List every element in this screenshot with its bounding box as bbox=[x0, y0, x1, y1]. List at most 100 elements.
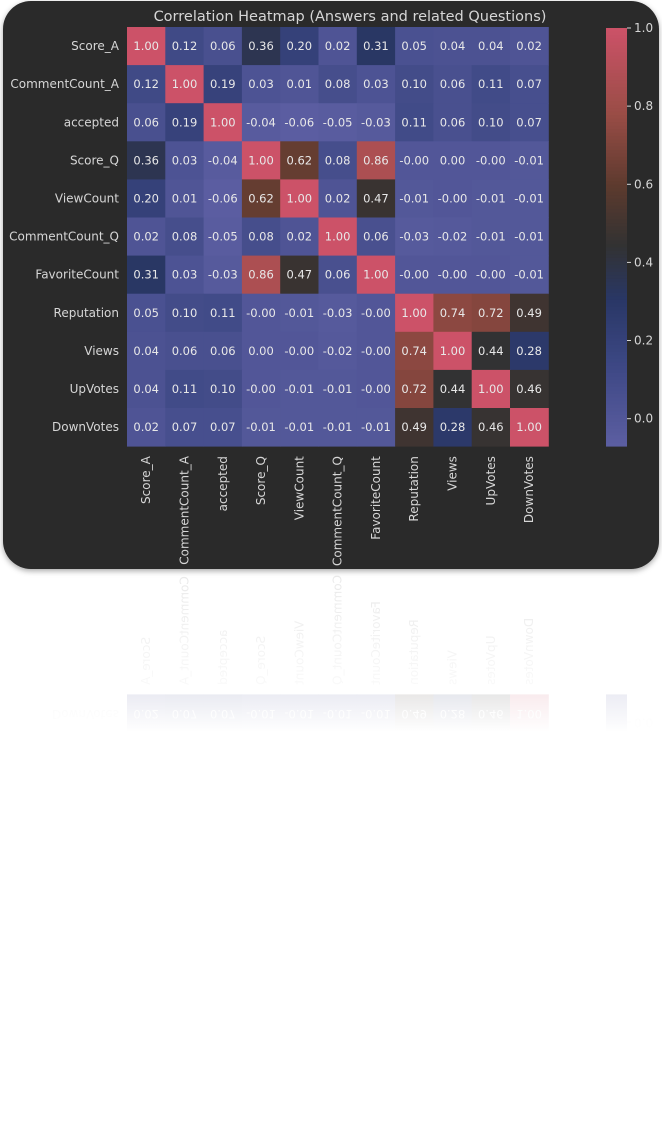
heatmap-cell bbox=[127, 331, 166, 371]
x-tick-label: UpVotes bbox=[484, 456, 498, 505]
heatmap-cell-label: -0.01 bbox=[514, 230, 544, 244]
heatmap-cell-label: 1.00 bbox=[172, 77, 198, 91]
heatmap-cell-label: -0.03 bbox=[323, 306, 353, 320]
colorbar-tick-label: 0.2 bbox=[634, 334, 653, 348]
heatmap-cell bbox=[165, 408, 205, 447]
heatmap-cell bbox=[127, 408, 166, 447]
colorbar-segment bbox=[606, 414, 627, 419]
heatmap-cell-label: 0.06 bbox=[172, 344, 198, 358]
heatmap-cell-label: 0.04 bbox=[133, 344, 159, 358]
correlation-heatmap-chart: Correlation Heatmap (Answers and related… bbox=[9, 9, 653, 566]
heatmap-cell bbox=[471, 65, 511, 104]
colorbar-segment bbox=[606, 341, 627, 346]
colorbar-segment bbox=[606, 376, 627, 381]
heatmap-cell bbox=[510, 255, 549, 295]
heatmap-cell bbox=[241, 331, 281, 371]
colorbar-segment bbox=[606, 310, 627, 315]
colorbar-segment bbox=[606, 48, 627, 53]
colorbar-segment bbox=[606, 87, 627, 92]
heatmap-cell bbox=[395, 65, 434, 104]
heatmap-cell-label: -0.01 bbox=[476, 192, 506, 206]
colorbar-segment bbox=[606, 219, 627, 224]
x-tick-label: Reputation bbox=[407, 456, 421, 521]
colorbar-segment bbox=[606, 59, 627, 64]
x-tick-label: ViewCount bbox=[292, 456, 306, 520]
colorbar-segment bbox=[606, 358, 627, 363]
heatmap-cell-label: 0.11 bbox=[401, 115, 427, 129]
heatmap-cell-label: -0.01 bbox=[514, 192, 544, 206]
heatmap-cell bbox=[280, 217, 319, 257]
heatmap-cell-label: 0.07 bbox=[516, 77, 542, 91]
x-tick-label: Score_Q bbox=[254, 456, 268, 505]
heatmap-cell-label: -0.06 bbox=[284, 115, 314, 129]
heatmap-cell-label: 0.03 bbox=[172, 268, 198, 282]
heatmap-cell-label: 0.20 bbox=[286, 39, 312, 53]
colorbar-segment bbox=[606, 205, 627, 210]
heatmap-cell-label: 0.28 bbox=[516, 344, 542, 358]
heatmap-cell-label: -0.01 bbox=[514, 153, 544, 167]
colorbar-segment bbox=[606, 243, 627, 249]
colorbar-segment bbox=[606, 115, 627, 120]
heatmap-cell bbox=[471, 27, 511, 66]
colorbar-segment bbox=[606, 226, 627, 231]
heatmap-cell-label: 0.46 bbox=[516, 382, 542, 396]
heatmap-cell bbox=[165, 331, 205, 371]
heatmap-cell bbox=[280, 179, 319, 218]
heatmap-cell bbox=[510, 179, 549, 218]
heatmap-cell-label: 0.12 bbox=[133, 77, 159, 91]
heatmap-cell-label: 0.07 bbox=[172, 420, 198, 434]
heatmap-cell bbox=[395, 217, 434, 257]
x-tick-label: CommentCount_Q bbox=[331, 456, 345, 566]
heatmap-cell-label: 1.00 bbox=[401, 306, 427, 320]
colorbar-segment bbox=[606, 62, 627, 67]
heatmap-cell bbox=[280, 255, 319, 295]
colorbar-segment bbox=[606, 139, 627, 144]
heatmap-cell-label: 0.06 bbox=[440, 77, 466, 91]
heatmap-cell bbox=[471, 408, 511, 447]
heatmap-cell bbox=[433, 141, 473, 180]
y-tick-label: FavoriteCount bbox=[35, 268, 119, 282]
colorbar-segment bbox=[606, 233, 627, 238]
y-tick-label: UpVotes bbox=[70, 382, 119, 396]
heatmap-cell-label: 0.06 bbox=[210, 39, 236, 53]
heatmap-cell-label: 0.86 bbox=[248, 268, 274, 282]
y-tick-label: Score_A bbox=[71, 39, 120, 53]
heatmap-cell-label: -0.01 bbox=[284, 382, 314, 396]
colorbar-tick-label: 0.0 bbox=[634, 412, 653, 426]
colorbar-segment bbox=[606, 129, 627, 134]
heatmap-cell bbox=[127, 27, 166, 66]
colorbar-segment bbox=[606, 386, 627, 391]
heatmap-cell-label: -0.04 bbox=[208, 153, 238, 167]
colorbar-segment bbox=[606, 55, 627, 60]
heatmap-cell bbox=[165, 293, 205, 333]
colorbar-segment bbox=[606, 76, 627, 81]
colorbar-segment bbox=[606, 149, 627, 154]
heatmap-cell-label: 0.10 bbox=[210, 382, 236, 396]
colorbar-segment bbox=[606, 383, 627, 388]
colorbar-segment bbox=[606, 247, 627, 252]
colorbar-segment bbox=[606, 216, 627, 221]
colorbar-segment bbox=[606, 390, 627, 395]
heatmap-cell-label: 1.00 bbox=[516, 420, 542, 434]
heatmap-cell-label: -0.01 bbox=[323, 420, 353, 434]
heatmap-cell-label: -0.03 bbox=[399, 230, 429, 244]
heatmap-cell bbox=[356, 217, 396, 257]
heatmap-cell bbox=[510, 408, 549, 447]
heatmap-cell bbox=[510, 27, 549, 66]
colorbar-segment bbox=[606, 167, 627, 172]
heatmap-cell bbox=[471, 293, 511, 333]
chart-reflection: Correlation Heatmap (Answers and related… bbox=[3, 572, 659, 732]
heatmap-cell-label: -0.06 bbox=[208, 192, 238, 206]
heatmap-cell bbox=[356, 331, 396, 371]
heatmap-cell-label: 0.20 bbox=[133, 192, 159, 206]
heatmap-cell-label: -0.01 bbox=[284, 420, 314, 434]
heatmap-cell-label: 0.01 bbox=[286, 77, 312, 91]
colorbar-tick-label: 0.6 bbox=[634, 177, 653, 191]
colorbar-segment bbox=[606, 240, 627, 245]
heatmap-cell-label: 0.04 bbox=[133, 382, 159, 396]
colorbar-segment bbox=[606, 198, 627, 203]
heatmap-cell bbox=[127, 217, 166, 257]
heatmap-cell-label: -0.00 bbox=[284, 344, 314, 358]
heatmap-cell bbox=[510, 141, 549, 180]
heatmap-cell-label: 0.07 bbox=[516, 115, 542, 129]
